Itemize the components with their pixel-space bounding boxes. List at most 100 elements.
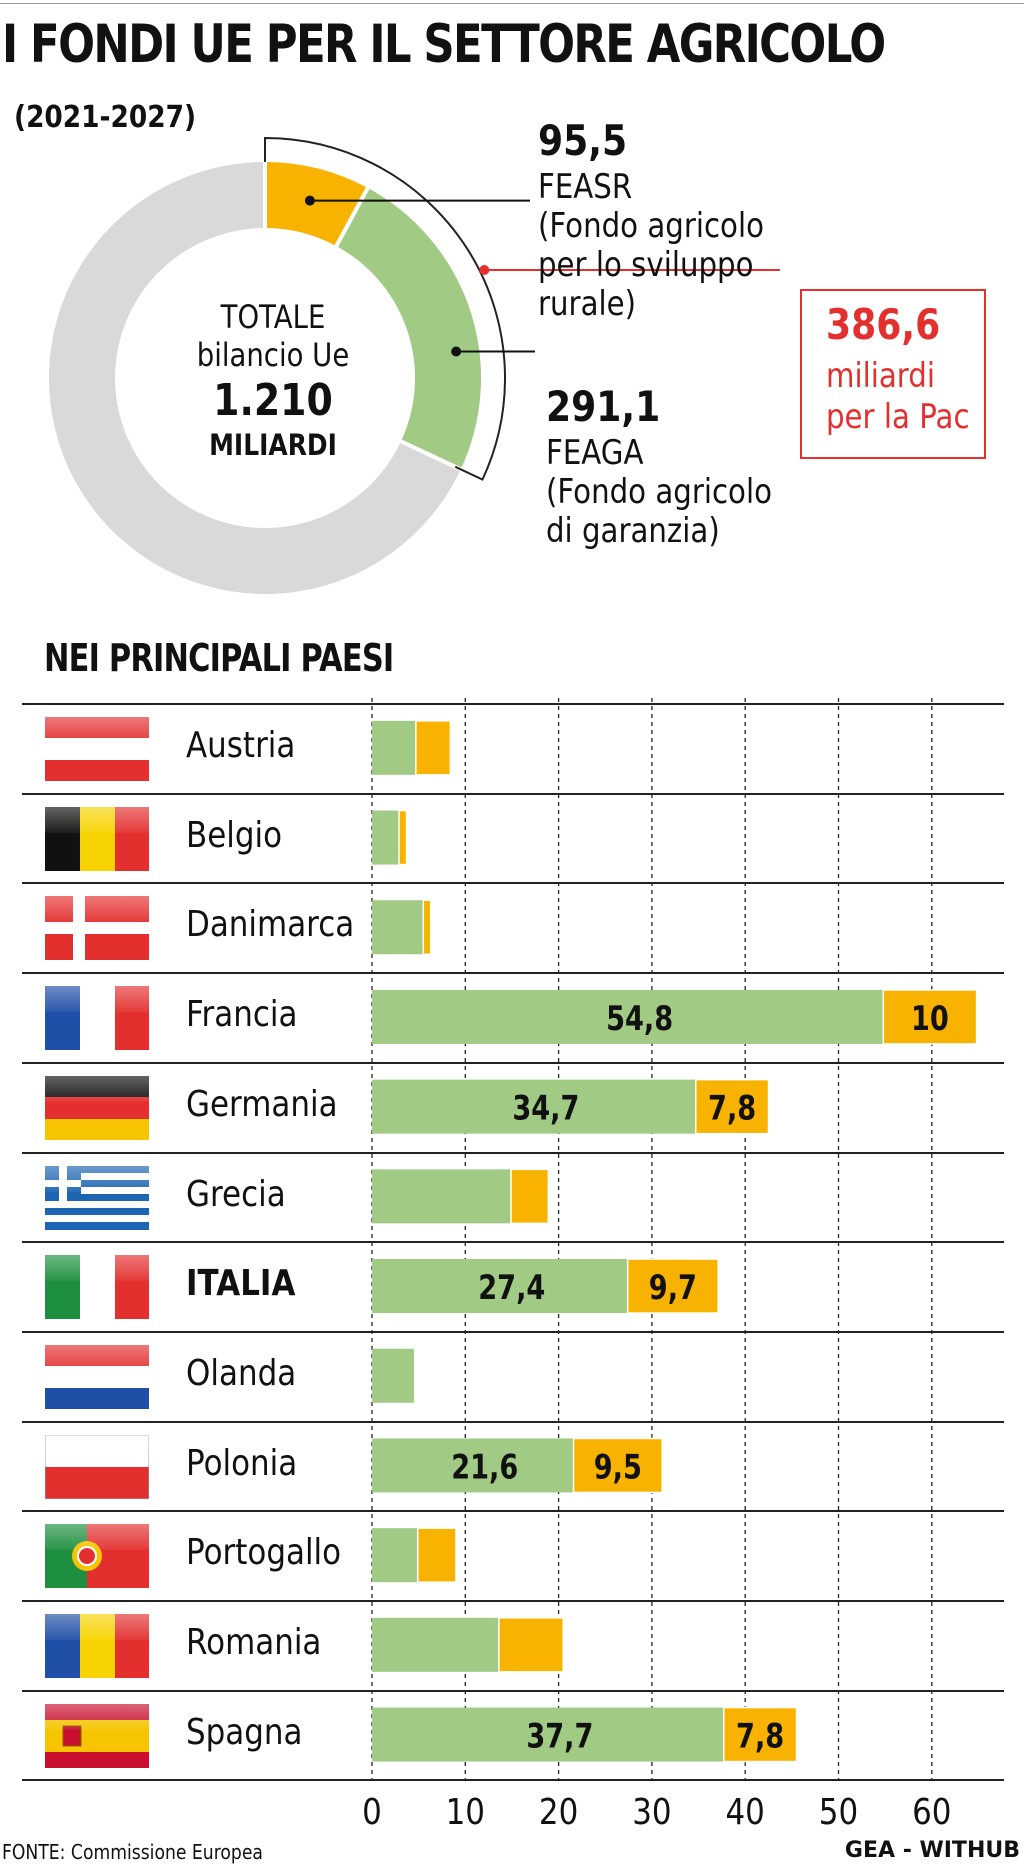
country-label: Austria — [186, 725, 296, 766]
x-tick-label: 0 — [362, 1791, 382, 1830]
donut-center-unit: MILIARDI — [209, 428, 337, 462]
spain-flag-icon — [45, 1703, 149, 1768]
row-divider — [22, 1330, 1004, 1333]
row-divider — [22, 1600, 1004, 1602]
row-divider — [22, 1510, 1004, 1513]
period-subtitle: (2021-2027) — [14, 100, 197, 135]
row-divider — [22, 972, 1004, 975]
feasr-desc3: rurale) — [538, 284, 637, 324]
bar-feaga — [372, 1528, 418, 1583]
x-tick-label: 20 — [539, 1791, 578, 1830]
country-label: Portogallo — [186, 1532, 342, 1574]
donut-chart — [45, 136, 780, 598]
country-label: Olanda — [186, 1352, 297, 1394]
pac-label: miliardi per la Pac — [826, 356, 970, 438]
donut-center-value: 1.210 — [213, 375, 333, 426]
donut-center-label: TOTALE bilancio Ue 1.210 MILIARDI — [128, 298, 418, 462]
bar-feaga — [372, 1079, 696, 1134]
country-label: Danimarca — [186, 904, 355, 946]
bar-feaga — [372, 1617, 499, 1672]
row-divider — [22, 1061, 1004, 1064]
bar-feaga — [372, 989, 884, 1044]
pac-bracket-arc — [264, 136, 506, 481]
france-flag-icon — [45, 986, 149, 1051]
pac-label-line2: per la Pac — [826, 397, 970, 437]
row-divider — [22, 1241, 1004, 1244]
bar-feaga — [372, 1707, 724, 1762]
bar-feasr — [510, 1168, 550, 1225]
bar-feaga — [372, 900, 424, 955]
bar-feaga — [372, 1348, 414, 1403]
germany-flag-icon — [45, 1075, 149, 1140]
country-label: Spagna — [186, 1711, 303, 1753]
bar-feasr — [695, 1078, 770, 1135]
bar-feasr — [422, 899, 432, 955]
data-label-feasr: 9,5 — [594, 1448, 642, 1488]
donut-center-line2: bilancio Ue — [196, 336, 350, 374]
source-note: FONTE: Commissione Europea — [2, 1840, 263, 1864]
row-divider — [22, 1779, 1004, 1782]
page-title: I FONDI UE PER IL SETTORE AGRICOLO — [2, 14, 886, 75]
country-label: Germania — [186, 1083, 338, 1125]
data-label-feasr: 7,8 — [736, 1717, 784, 1757]
bar-feasr — [415, 720, 452, 776]
section-title: NEI PRINCIPALI PAESI — [44, 636, 394, 680]
feaga-name: FEAGA — [546, 433, 644, 473]
bar-feasr — [722, 1706, 798, 1763]
x-tick-label: 10 — [446, 1791, 485, 1830]
data-label-feaga: 37,7 — [526, 1717, 593, 1757]
x-tick-label: 40 — [726, 1791, 765, 1830]
donut-slice-rest — [45, 157, 466, 598]
row-divider — [22, 1420, 1004, 1423]
pac-box — [800, 289, 986, 459]
bar-feasr — [626, 1258, 719, 1314]
feaga-desc1: (Fondo agricolo — [546, 472, 772, 512]
country-label: Francia — [186, 994, 298, 1036]
portugal-flag-icon — [45, 1524, 149, 1589]
austria-flag-icon — [45, 717, 149, 781]
data-label-feasr: 9,7 — [649, 1268, 697, 1308]
x-tick-label: 60 — [912, 1791, 951, 1830]
country-label: ITALIA — [186, 1263, 296, 1305]
feaga-desc2: di garanzia) — [546, 511, 720, 551]
pac-label-line1: miliardi — [826, 356, 935, 396]
greece-flag-icon — [45, 1165, 149, 1230]
feasr-desc1: (Fondo agricolo — [538, 206, 764, 246]
country-label: Polonia — [186, 1442, 298, 1484]
data-label-feaga: 34,7 — [512, 1089, 579, 1129]
data-label-feasr: 7,8 — [708, 1089, 756, 1129]
bar-feaga — [372, 1438, 574, 1493]
feasr-name: FEASR — [538, 167, 633, 207]
country-label: Belgio — [186, 814, 283, 856]
country-label: Romania — [186, 1622, 322, 1663]
bar-feasr — [398, 809, 408, 866]
bar-feaga — [372, 720, 416, 775]
bar-feaga — [372, 1169, 512, 1224]
x-tick-label: 30 — [632, 1791, 671, 1830]
top-rule — [0, 3, 1024, 4]
feasr-value: 95,5 — [538, 116, 628, 165]
data-label-feaga: 21,6 — [451, 1448, 518, 1488]
x-tick-label: 50 — [819, 1791, 858, 1830]
row-divider — [22, 882, 1004, 885]
bar-feaga — [372, 810, 400, 865]
data-label-feasr: 10 — [911, 999, 949, 1039]
stacked-bar-chart: 54,8 10 34,7 7,8 27,4 9,7 21,6 9,5 37,7 7,8 0 10 20… — [362, 698, 978, 1830]
denmark-flag-icon — [45, 896, 149, 961]
data-label-feaga: 27,4 — [478, 1268, 545, 1308]
bar-feasr — [572, 1437, 663, 1494]
row-divider — [22, 1151, 1004, 1154]
donut-center-line1: TOTALE — [220, 298, 326, 336]
poland-flag-icon — [45, 1434, 149, 1499]
netherlands-flag-icon — [45, 1344, 149, 1409]
row-divider — [22, 792, 1004, 795]
italy-flag-icon — [45, 1255, 149, 1320]
brand-credit: GEA - WITHUB — [844, 1838, 1020, 1863]
bar-feasr — [498, 1617, 565, 1673]
feaga-value: 291,1 — [546, 382, 661, 431]
row-divider — [22, 1689, 1004, 1692]
bar-feasr — [416, 1527, 457, 1583]
bar-feaga — [372, 1259, 628, 1314]
belgium-flag-icon — [45, 806, 149, 871]
row-divider — [22, 703, 1004, 705]
